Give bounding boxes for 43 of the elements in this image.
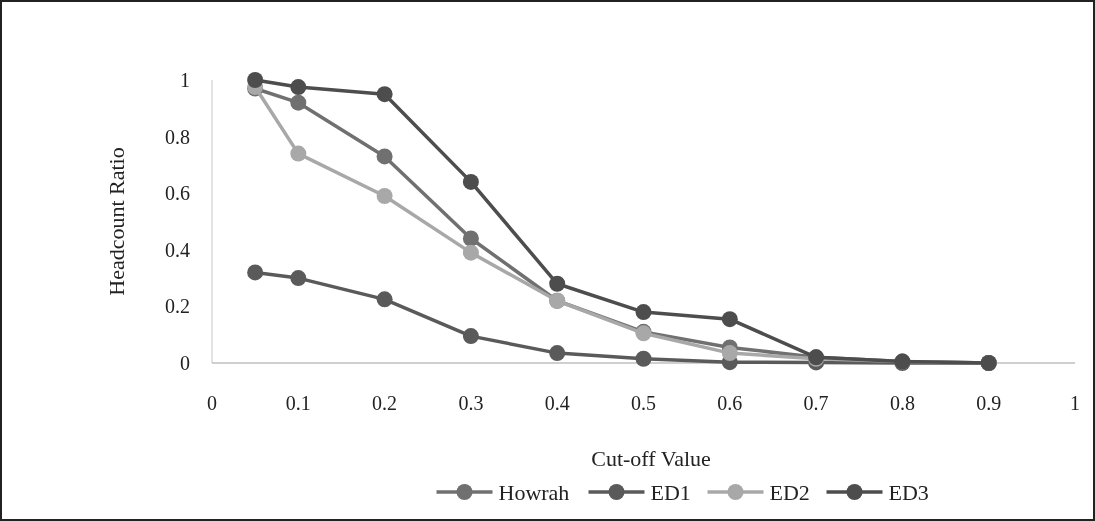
point [462, 173, 479, 190]
y-tick-label: 0.4 [165, 238, 190, 261]
point [376, 291, 393, 308]
legend-label: Howrah [498, 479, 570, 505]
y-tick-label: 0 [180, 352, 190, 374]
legend-label: ED1 [650, 479, 691, 505]
y-tick-label: 0.8 [165, 125, 190, 148]
point [290, 79, 307, 96]
x-tick-label: 0.7 [803, 392, 829, 414]
point [376, 86, 393, 103]
point [549, 345, 566, 362]
x-tick-label: 1 [1070, 392, 1080, 414]
point [635, 350, 652, 367]
y-tick-label: 0.6 [165, 182, 190, 205]
point [462, 328, 479, 345]
y-axis-title: Headcount Ratio [104, 147, 129, 296]
x-tick-label: 0.1 [285, 392, 311, 414]
x-tick-label: 0.8 [889, 392, 915, 414]
point [721, 345, 738, 362]
point [290, 145, 307, 162]
point [247, 72, 264, 88]
point [376, 148, 393, 165]
point [549, 275, 566, 292]
x-tick-label: 0.4 [544, 392, 570, 414]
point [376, 188, 393, 205]
x-tick-label: 0.5 [631, 392, 656, 414]
point [462, 244, 479, 261]
x-tick-label: 0.6 [717, 392, 743, 414]
point [462, 230, 479, 247]
x-tick-label: 0.2 [372, 392, 398, 414]
x-tick-label: 0.3 [458, 392, 484, 414]
point [247, 264, 264, 281]
point [290, 94, 307, 111]
legend-label: ED2 [769, 479, 810, 505]
x-axis-title: Cut-off Value [591, 446, 711, 471]
point [635, 304, 652, 321]
legend-label: ED3 [888, 479, 929, 505]
y-tick-label: 0.2 [165, 295, 190, 318]
y-tick-label: 1 [180, 69, 190, 91]
point [290, 270, 307, 287]
point [721, 311, 738, 328]
x-tick-label: 0 [207, 392, 217, 414]
x-tick-label: 0.9 [976, 392, 1002, 414]
